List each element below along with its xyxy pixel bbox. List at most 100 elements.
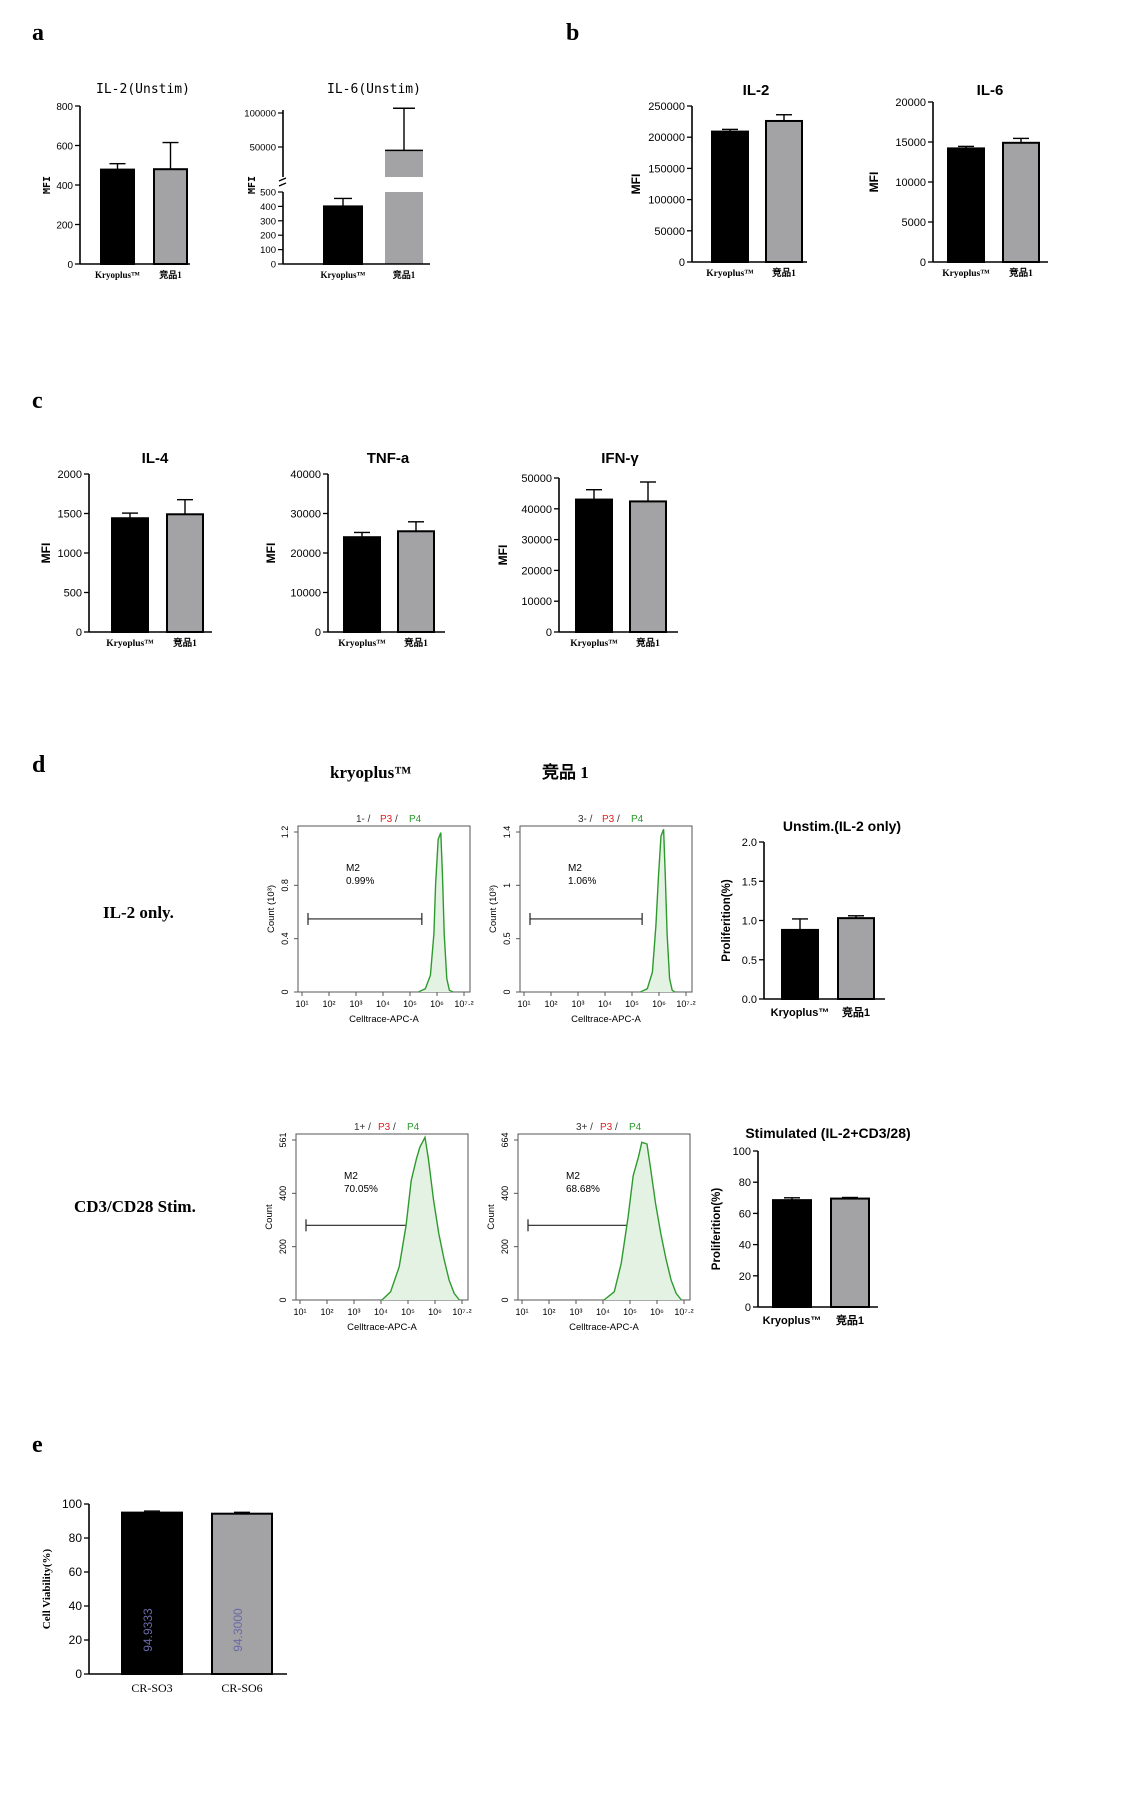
bar-c-ifn-1: [629, 500, 667, 633]
bar-chart-d-unstim: 0.0 0.5 1.0 1.5 2.0 Kryoplus™ 竞品1 Unstim.(IL-2 …: [721, 818, 901, 1019]
y-axis-label-b-il6: MFI: [867, 172, 881, 193]
chart-title-d-unstim: Unstim.(IL-2 only): [783, 818, 901, 834]
hist-x-tick-label-1-6: 10⁷·²: [676, 999, 695, 1009]
histogram-header-part-1-0: 3- /: [578, 814, 593, 825]
bar-chart-c-tnf: 0 10000 20000 30000 40000 Kryoplus™ 竞品1 TNF-a MF…: [264, 450, 445, 649]
y-tick-label-a-il2-3: 600: [56, 142, 73, 153]
gate-percent-2: 70.05%: [344, 1184, 378, 1195]
y-tick-label-c-il4-3: 1500: [58, 509, 82, 521]
y-tick-label-e-viability-5: 100: [62, 1497, 82, 1511]
x-category-label-c-il4-0: Kryoplus™: [106, 639, 154, 649]
y-tick-label-c-il4-1: 500: [64, 588, 82, 600]
y-tick-label-c-tnf-3: 30000: [290, 509, 321, 521]
col-header-kryoplus: kryoplus™: [330, 763, 411, 782]
bar-b-il6-1: [1002, 141, 1040, 263]
hist-x-tick-label-2-3: 10⁴: [374, 1307, 388, 1317]
y-tick-label-a-il2-0: 0: [67, 260, 73, 271]
y-tick-label-a-il6-lower-2: 200: [260, 231, 276, 242]
x-category-label-d-unstim-0: Kryoplus™: [771, 1007, 830, 1019]
histogram-header-part-0-0: 1- /: [356, 814, 371, 825]
hist-x-tick-label-3-6: 10⁷·²: [674, 1307, 693, 1317]
y-tick-label-b-il6-3: 15000: [895, 137, 926, 149]
x-category-label-d-stim-1: 竞品1: [836, 1313, 864, 1327]
hist-y-tick-label-3-0: 0: [500, 1297, 510, 1302]
histogram-header-part-1-1: P3: [602, 814, 615, 825]
flow-histogram-3: 3+ / P3 / P4 0 200 400 664 Count 10¹ 10² 10³ 10⁴ 1…: [486, 1122, 694, 1333]
hist-x-tick-label-0-5: 10⁶: [430, 999, 444, 1009]
hist-y-axis-label-0: Count (10³): [266, 885, 277, 933]
hist-x-tick-label-3-2: 10³: [569, 1307, 582, 1317]
y-tick-label-d-stim-0: 0: [745, 1302, 751, 1314]
y-tick-label-b-il6-4: 20000: [895, 97, 926, 109]
bar-d-unstim-0: [781, 928, 819, 1000]
hist-x-tick-label-2-2: 10³: [347, 1307, 360, 1317]
hist-x-tick-label-0-3: 10⁴: [376, 999, 390, 1009]
chart-title-b-il2: IL-2: [743, 82, 770, 99]
bar-b-il2-1: [765, 119, 803, 263]
y-tick-label-d-stim-2: 40: [739, 1240, 751, 1252]
y-tick-label-a-il2-2: 400: [56, 181, 73, 192]
x-category-label-c-tnf-0: Kryoplus™: [338, 639, 386, 649]
hist-x-tick-label-3-4: 10⁵: [623, 1307, 637, 1317]
histogram-header-part-2-1: P3: [378, 1122, 391, 1133]
histogram-curve-2: [381, 1135, 460, 1301]
bar-a-il2-1: [153, 168, 188, 265]
chart-title-a-il2: IL-2(Unstim): [96, 82, 190, 97]
bar-a-il6-1-upper: [385, 150, 423, 177]
hist-y-tick-label-1-2: 1: [502, 883, 512, 888]
histogram-fill-0: [418, 832, 453, 992]
y-tick-label-b-il6-1: 5000: [902, 217, 926, 229]
y-tick-label-b-il2-2: 100000: [648, 195, 685, 207]
y-tick-label-a-il6-lower-4: 400: [260, 202, 276, 213]
histogram-fill-2: [382, 1137, 460, 1300]
gate-percent-3: 68.68%: [566, 1184, 600, 1195]
y-tick-label-b-il6-0: 0: [920, 257, 926, 269]
bar-chart-d-stim: 0 20 40 60 80 100 Kryoplus™ 竞品1 Stimulated (IL-2…: [711, 1125, 911, 1327]
y-tick-label-a-il2-4: 800: [56, 102, 73, 113]
gate-percent-1: 1.06%: [568, 876, 596, 887]
y-tick-label-c-tnf-2: 20000: [290, 548, 321, 560]
hist-x-tick-label-0-4: 10⁵: [403, 999, 417, 1009]
flow-histogram-0: 1- / P3 / P4 0 0.4 0.8 1.2 Count (10³) 10¹ 10² 1…: [266, 814, 474, 1025]
chart-title-a-il6: IL-6(Unstim): [327, 82, 421, 97]
y-tick-label-b-il2-1: 50000: [654, 226, 685, 238]
hist-x-tick-label-2-4: 10⁵: [401, 1307, 415, 1317]
y-tick-label-c-il4-2: 1000: [58, 548, 82, 560]
x-category-label-d-stim-0: Kryoplus™: [763, 1315, 822, 1327]
x-category-label-b-il2-0: Kryoplus™: [706, 269, 754, 279]
y-tick-label-a-il6-lower-5: 500: [260, 188, 276, 199]
histogram-header-part-2-3: P4: [407, 1122, 420, 1133]
histogram-header-part-1-3: P4: [631, 814, 644, 825]
y-axis-label-b-il2: MFI: [629, 174, 643, 195]
y-tick-label-d-stim-5: 100: [733, 1146, 751, 1158]
x-category-label-c-ifn-1: 竞品1: [635, 637, 660, 649]
histogram-frame-1: [519, 825, 693, 993]
row-label-il2-only: IL-2 only.: [103, 903, 174, 922]
x-category-label-c-il4-1: 竞品1: [172, 637, 197, 649]
bar-a-il2-0: [100, 168, 135, 265]
hist-x-tick-label-1-0: 10¹: [517, 999, 530, 1009]
histogram-header-part-2-0: 1+ /: [354, 1122, 371, 1133]
histogram-fill-1: [640, 829, 675, 992]
hist-y-tick-label-1-0: 0: [502, 989, 512, 994]
gate-name-2: M2: [344, 1171, 358, 1182]
hist-y-axis-label-1: Count (10³): [488, 885, 499, 933]
histogram-header-part-0-3: P4: [409, 814, 422, 825]
bar-c-il4-0: [111, 517, 149, 633]
y-tick-label-a-il6-upper-1: 100000: [244, 109, 276, 120]
hist-x-tick-label-1-1: 10²: [544, 999, 557, 1009]
bar-c-tnf-0: [343, 536, 381, 634]
y-axis-label-e-viability: Cell Viability(%): [41, 1548, 53, 1629]
y-tick-label-b-il2-0: 0: [679, 257, 685, 269]
x-category-label-a-il2-1: 竞品1: [158, 269, 182, 280]
hist-y-tick-label-3-2: 400: [500, 1186, 510, 1201]
chart-title-c-tnf: TNF-a: [367, 450, 410, 467]
y-tick-label-b-il2-4: 200000: [648, 132, 685, 144]
y-tick-label-d-unstim-4: 2.0: [742, 837, 757, 849]
y-tick-label-e-viability-3: 60: [69, 1565, 83, 1579]
hist-y-tick-label-0-1: 0.4: [280, 932, 290, 945]
x-category-label-a-il2-0: Kryoplus™: [95, 270, 140, 280]
hist-x-tick-label-2-0: 10¹: [293, 1307, 306, 1317]
y-axis-label-c-ifn: MFI: [496, 545, 510, 566]
